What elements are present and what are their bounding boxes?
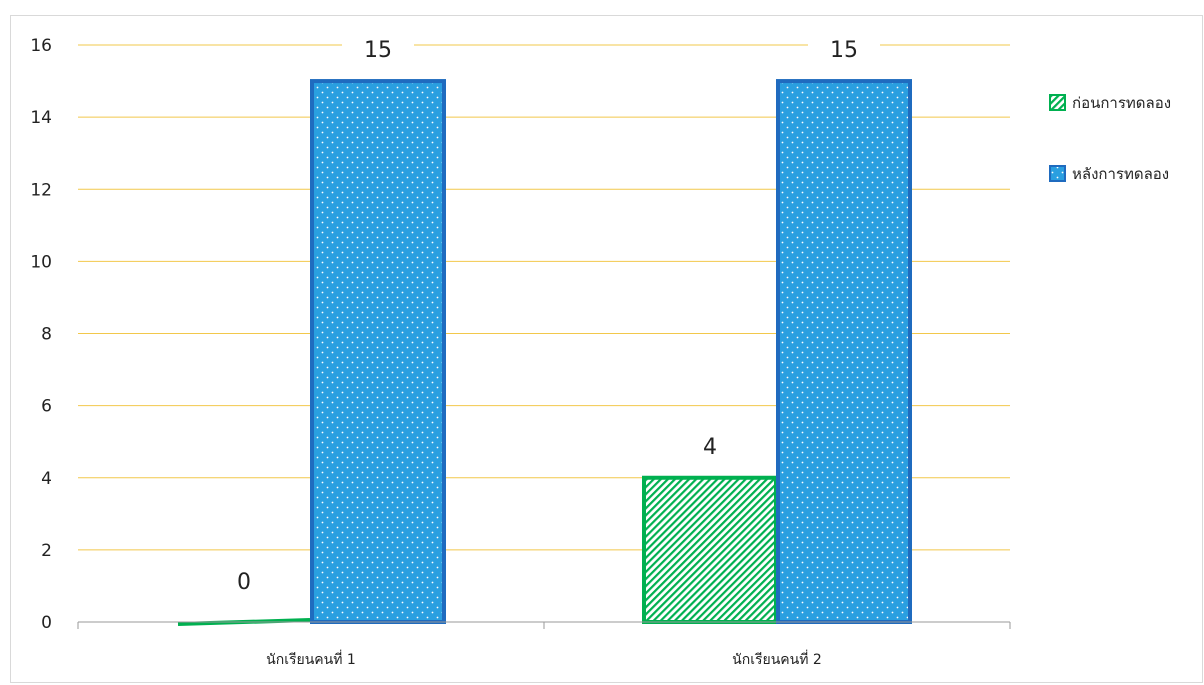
y-tick-label: 14: [30, 108, 52, 128]
data-label-bg: [808, 29, 880, 66]
data-label-bg: [342, 29, 414, 66]
bar-after: [776, 79, 912, 624]
data-label: 4: [703, 435, 717, 460]
bar-before: [642, 475, 778, 624]
y-tick-label: 10: [30, 252, 52, 272]
bar-after: [310, 79, 446, 624]
y-tick-label: 0: [41, 613, 52, 633]
data-label-bg: [208, 561, 280, 597]
x-axis: นักเรียนคนที่ 1 นักเรียนคนที่ 2: [77, 621, 1011, 668]
data-label-bg: [674, 425, 746, 462]
data-label: 0: [237, 570, 251, 595]
bars: [177, 79, 912, 626]
y-tick-label: 16: [30, 36, 52, 56]
legend-label: หลังการทดลอง: [1072, 165, 1169, 183]
x-category-label: นักเรียนคนที่ 1: [266, 650, 356, 668]
data-label: 15: [364, 38, 392, 63]
legend-swatch-after: [1049, 165, 1066, 182]
data-labels: 0 15 4 15: [208, 29, 880, 597]
y-tick-label: 2: [41, 541, 52, 561]
y-tick-label: 8: [41, 325, 52, 345]
legend-label: ก่อนการทดลอง: [1072, 94, 1171, 112]
x-category-label: นักเรียนคนที่ 2: [732, 650, 822, 668]
y-tick-label: 6: [41, 397, 52, 417]
data-label: 15: [830, 38, 858, 63]
y-tick-label: 4: [41, 469, 52, 489]
legend-swatch-before: [1049, 94, 1066, 111]
y-axis-ticks: 0 2 4 6 8 10 12 14 16: [30, 36, 52, 633]
y-tick-label: 12: [30, 180, 52, 200]
